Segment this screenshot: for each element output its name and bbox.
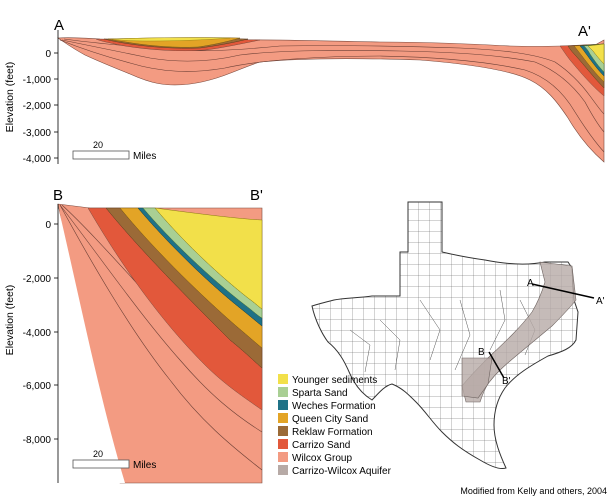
legend-swatch-5 <box>278 439 288 449</box>
b-wilcox-bottom <box>58 206 125 483</box>
texas-map: A A' B B' <box>311 201 605 469</box>
b-scale-unit: Miles <box>133 460 156 471</box>
a-start-label: A <box>54 17 64 34</box>
b-tick-8000: -8,000 <box>23 435 52 446</box>
a-y-axis-title: Elevation (feet) <box>4 62 16 133</box>
b-y-ticks <box>54 223 58 440</box>
credit-text: Modified from Kelly and others, 2004 <box>460 486 607 496</box>
legend-swatch-3 <box>278 413 288 423</box>
a-contour-line-2 <box>61 39 605 133</box>
b-younger-layer <box>154 207 263 310</box>
map-line-a <box>531 283 595 299</box>
b-y-axis-title: Elevation (feet) <box>4 285 16 356</box>
a-scale-value: 20 <box>93 140 103 150</box>
a-scale-unit: Miles <box>133 151 156 162</box>
a-tick-1000: -1,000 <box>23 75 52 86</box>
b-tick-4000: -4,000 <box>23 328 52 339</box>
a-younger-layer-left <box>111 37 231 42</box>
b-scale-bar <box>72 459 130 469</box>
map-line-b <box>488 351 505 379</box>
b-tick-2000: -2,000 <box>23 274 52 285</box>
a-tick-0: 0 <box>45 49 51 60</box>
a-scale-bar <box>72 150 130 160</box>
a-tick-4000: -4,000 <box>23 154 52 165</box>
legend-label-0: Younger sediments <box>292 375 377 386</box>
a-younger-right <box>587 43 605 65</box>
b-start-label: B <box>53 187 63 204</box>
legend-label-1: Sparta Sand <box>292 388 348 399</box>
a-wilcox-layer <box>57 37 605 163</box>
a-tick-2000: -2,000 <box>23 101 52 112</box>
cross-section-a: 0 -1,000 -2,000 -3,000 -4,000 Elevation … <box>4 17 605 165</box>
legend-swatch-2 <box>278 400 288 410</box>
texas-outline <box>311 201 579 469</box>
a-contour-line-1 <box>59 39 605 153</box>
a-tick-3000: -3,000 <box>23 128 52 139</box>
legend-swatch-6 <box>278 452 288 462</box>
legend-swatch-1 <box>278 387 288 397</box>
b-tick-0: 0 <box>45 220 51 231</box>
map-label-b: B <box>478 347 485 358</box>
a-end-label: A' <box>578 23 591 40</box>
legend: Younger sediments Sparta Sand Weches Forma… <box>278 374 392 477</box>
a-y-ticks <box>54 52 58 159</box>
aquifer-south-lobe <box>461 357 493 399</box>
b-contour-line-1 <box>59 204 263 471</box>
b-tick-6000: -6,000 <box>23 381 52 392</box>
legend-label-6: Wilcox Group <box>292 453 352 464</box>
legend-swatch-4 <box>278 426 288 436</box>
cross-section-b: 0 -2,000 -4,000 -6,000 -8,000 Elevation … <box>4 187 263 484</box>
legend-swatch-0 <box>278 374 288 384</box>
map-label-a-prime: A' <box>596 296 605 307</box>
legend-swatch-7 <box>278 465 288 475</box>
legend-label-4: Reklaw Formation <box>292 427 373 438</box>
b-end-label: B' <box>250 187 263 204</box>
legend-label-5: Carrizo Sand <box>292 440 350 451</box>
map-label-a: A <box>527 278 534 289</box>
map-label-b-prime: B' <box>502 376 511 387</box>
legend-label-2: Weches Formation <box>292 401 376 412</box>
b-contour-line-2 <box>59 204 263 433</box>
b-scale-value: 20 <box>93 449 103 459</box>
legend-label-3: Queen City Sand <box>292 414 368 425</box>
legend-label-7: Carrizo-Wilcox Aquifer <box>292 466 392 477</box>
